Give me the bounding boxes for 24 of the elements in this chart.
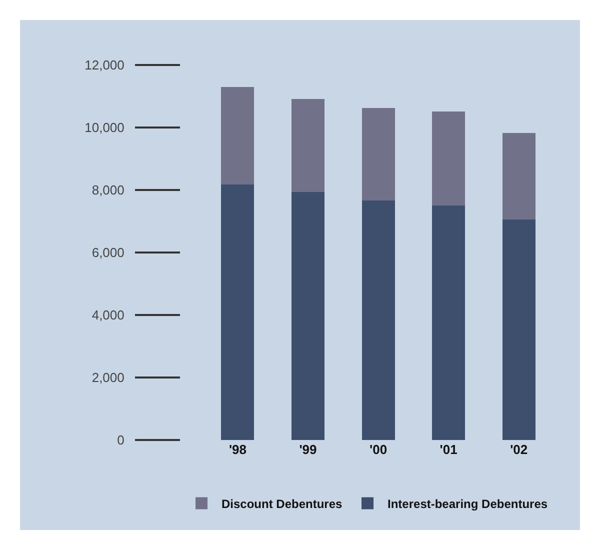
x-tick-label: '99 [299, 442, 317, 457]
bar [502, 220, 536, 440]
bar [362, 108, 395, 201]
y-tick-label: 4,000 [92, 308, 124, 323]
bar [432, 206, 466, 440]
y-tick-label: 6,000 [92, 245, 124, 260]
bar [502, 133, 536, 220]
bar [362, 200, 395, 440]
legend-label: Discount Debentures [222, 496, 343, 511]
y-tick-label: 10,000 [84, 120, 124, 136]
bar [221, 184, 254, 440]
x-tick-label: '01 [440, 442, 458, 457]
x-tick-label: '98 [228, 442, 246, 457]
y-tick-label: 2,000 [92, 370, 124, 386]
y-tick-label: 8,000 [92, 182, 124, 198]
bar [221, 86, 254, 184]
bar [291, 192, 325, 440]
y-tick-label: 12,000 [84, 58, 124, 73]
x-tick-label: '02 [510, 442, 528, 457]
legend-label: Interest-bearing Debentures [388, 496, 548, 511]
bar [432, 111, 466, 206]
x-tick-label: '00 [370, 442, 388, 457]
bar [291, 98, 325, 192]
y-tick-label: 0 [117, 432, 124, 448]
